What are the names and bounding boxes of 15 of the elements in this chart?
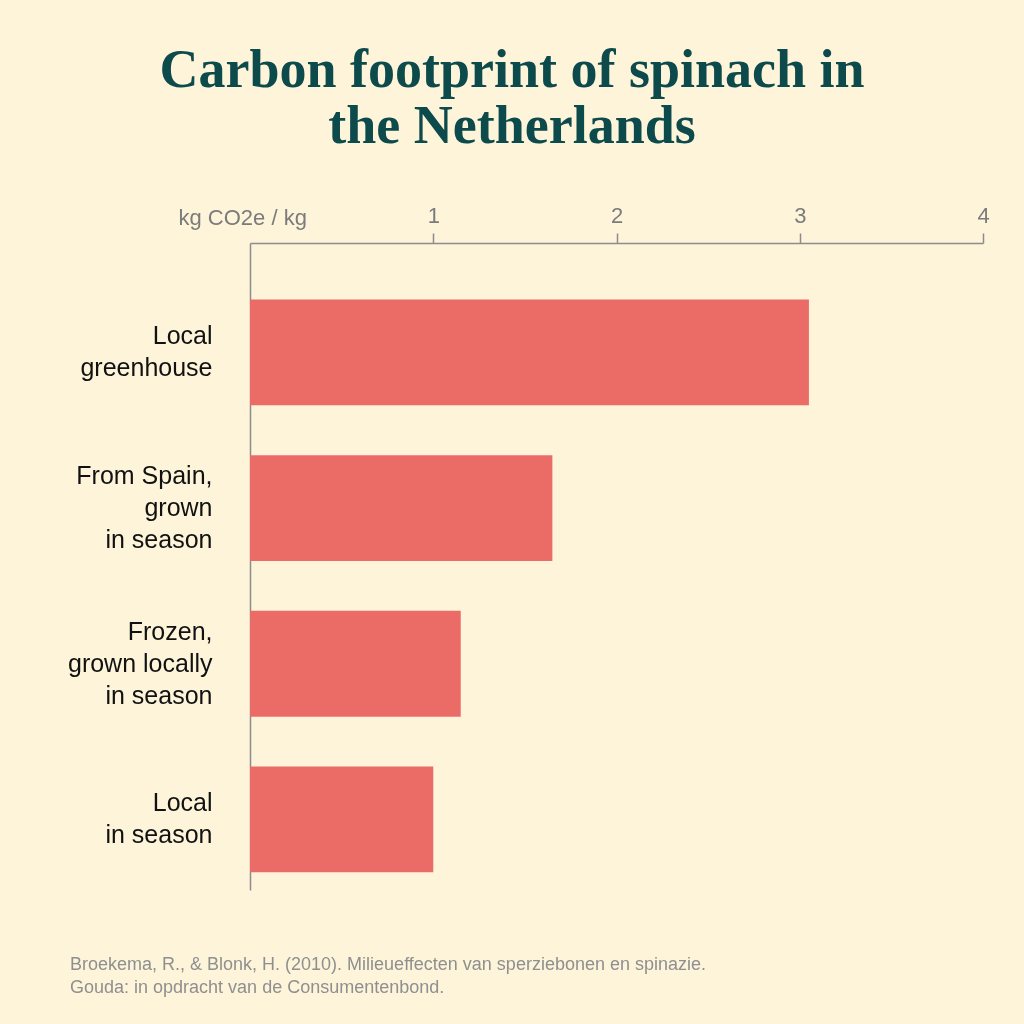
x-tick-label: 4 [977,202,990,228]
bar [250,299,809,406]
bar [250,455,553,562]
x-tick-label: 3 [794,202,807,228]
y-tick-label: Frozen, grown locally in season [67,616,213,709]
chart-title: Carbon footprint of spinach in the Netherlands [159,39,865,155]
x-tick-label: 1 [427,202,440,228]
x-tick-label: 2 [610,202,624,228]
bar [250,766,434,873]
y-tick-label: Local greenhouse [80,321,213,382]
text: Broekema, R., & Blonk, H. (2010). Milieueffecten van sperziebonen en spinazie. Gouda: in opdracht van de Consumentenbond. [70,954,707,997]
x-axis-title: kg CO2e / kg [178,204,307,230]
y-tick-label: From Spain, grown in season [76,461,213,554]
bar [250,610,461,717]
y-tick-label: Local in season [105,788,213,849]
